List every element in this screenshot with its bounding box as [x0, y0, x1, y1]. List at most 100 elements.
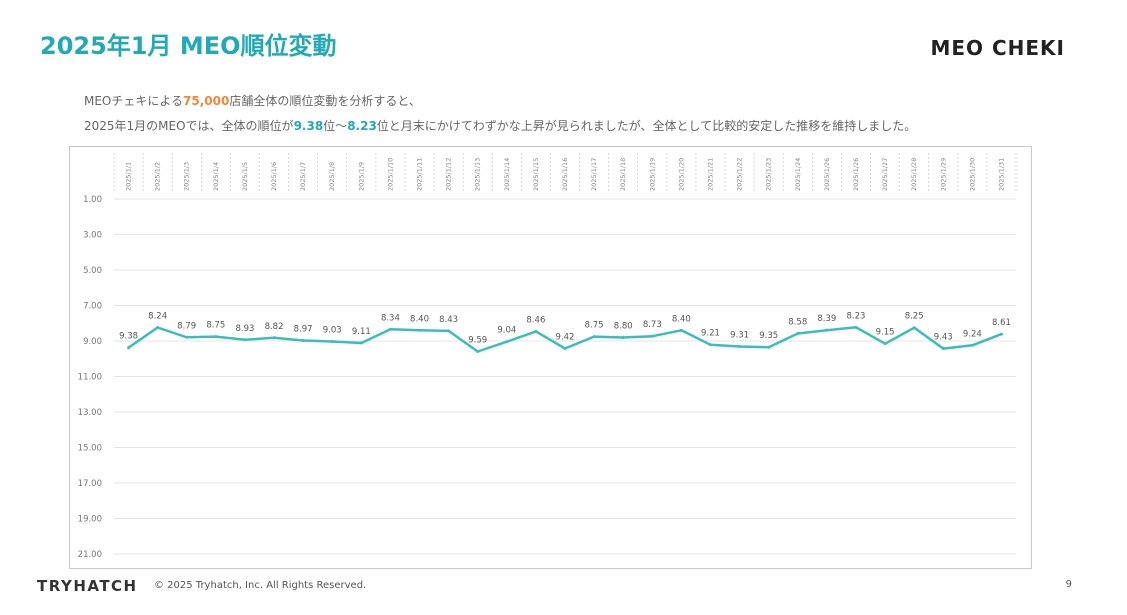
data-label: 8.97 [294, 324, 313, 334]
data-point [970, 343, 974, 347]
x-tick-label: 2025/1/12 [445, 158, 453, 191]
data-point [243, 338, 247, 342]
data-label: 9.21 [701, 329, 720, 339]
description-text: 2025年1月のMEOでは、全体の順位が [84, 119, 294, 133]
rank-high-highlight: 8.23 [347, 119, 377, 133]
x-tick-label: 2025/1/22 [736, 158, 744, 191]
data-label: 9.15 [876, 328, 895, 338]
data-label: 8.79 [177, 321, 196, 331]
x-tick-label: 2025/1/17 [590, 158, 598, 191]
data-point [447, 329, 451, 333]
data-point [388, 327, 392, 331]
x-tick-label: 2025/1/6 [270, 162, 278, 191]
x-tick-label: 2025/1/5 [241, 162, 249, 191]
data-point [156, 326, 160, 330]
y-tick-label: 9.00 [83, 337, 102, 347]
x-tick-label: 2025/1/8 [328, 162, 336, 191]
rank-line-chart: 1.00 3.00 5.00 7.00 9.00 11.00 13.00 15.00 17.00… [78, 153, 1017, 560]
data-point [476, 349, 480, 353]
data-point [418, 328, 422, 332]
data-label: 8.93 [235, 324, 254, 334]
x-tick-label: 2025/1/27 [881, 158, 889, 191]
data-label: 9.24 [963, 329, 982, 339]
data-point [854, 325, 858, 329]
rank-low-highlight: 9.38 [293, 119, 324, 133]
copyright-text: © 2025 Tryhatch, Inc. All Rights Reserve… [154, 580, 367, 591]
y-tick-label: 7.00 [83, 302, 102, 312]
data-point [738, 345, 742, 349]
data-point [621, 335, 625, 339]
x-tick-label: 2025/1/18 [619, 158, 627, 191]
y-tick-label: 19.00 [78, 515, 102, 525]
data-point [767, 345, 771, 349]
data-label: 8.40 [410, 314, 429, 324]
x-tick-label: 2025/1/30 [968, 158, 976, 191]
x-tick-label: 2025/1/19 [648, 158, 656, 191]
meo-cheki-logo: MEO CHEKI [930, 36, 1065, 60]
data-label: 8.58 [788, 318, 807, 328]
data-point [301, 338, 305, 342]
x-tick-label: 2025/1/26 [852, 158, 860, 191]
data-point [796, 332, 800, 336]
y-tick-label: 15.00 [78, 444, 102, 454]
data-label: 9.35 [759, 331, 778, 341]
data-point [272, 336, 276, 340]
data-label: 8.43 [439, 315, 458, 325]
data-label: 9.03 [323, 326, 342, 336]
data-point [592, 335, 596, 339]
data-point [650, 334, 654, 338]
y-tick-label: 13.00 [78, 408, 102, 418]
x-tick-label: 2025/1/28 [910, 158, 918, 191]
x-tick-label: 2025/1/20 [677, 158, 685, 191]
data-point [185, 335, 189, 339]
data-label: 8.39 [817, 314, 836, 324]
data-label: 8.25 [905, 312, 924, 322]
x-tick-label: 2025/1/23 [765, 158, 773, 191]
data-label: 9.38 [119, 332, 138, 342]
description-text: 位と月末にかけてわずかな上昇が見られましたが、全体として比較的安定した推移を維持… [376, 119, 917, 133]
data-point [912, 326, 916, 330]
description-line-1: MEOチェキによる75,000店舗全体の順位変動を分析すると、 [84, 92, 421, 109]
data-point [883, 342, 887, 346]
y-tick-label: 1.00 [83, 195, 102, 205]
x-tick-label: 2025/1/14 [503, 158, 511, 191]
data-point [330, 340, 334, 344]
data-label: 9.31 [730, 331, 749, 341]
page-number: 9 [1065, 579, 1072, 590]
description-text: MEOチェキによる [84, 94, 184, 108]
data-label: 8.40 [672, 314, 691, 324]
data-label: 9.43 [934, 333, 953, 343]
description-text: 店舗全体の順位変動を分析すると、 [229, 94, 421, 108]
x-tick-label: 2025/1/29 [939, 158, 947, 191]
data-label: 8.73 [643, 320, 662, 330]
data-point [708, 343, 712, 347]
x-tick-label: 2025/1/1 [125, 162, 133, 191]
x-tick-label: 2025/1/15 [532, 158, 540, 191]
data-label: 9.04 [497, 326, 516, 336]
data-point [505, 340, 509, 344]
description-line-2: 2025年1月のMEOでは、全体の順位が9.38位〜8.23位と月末にかけてわず… [84, 117, 916, 134]
data-label: 9.11 [352, 327, 371, 337]
y-tick-label: 21.00 [78, 550, 102, 560]
description-text: 位〜 [323, 119, 348, 133]
x-tick-label: 2025/1/11 [416, 158, 424, 191]
data-point [214, 335, 218, 339]
chart-frame: 1.00 3.00 5.00 7.00 9.00 11.00 13.00 15.00 17.00… [69, 146, 1032, 569]
x-tick-label: 2025/1/2 [154, 162, 162, 191]
y-tick-label: 3.00 [83, 231, 102, 241]
store-count-highlight: 75,000 [183, 94, 230, 108]
x-tick-label: 2025/1/21 [706, 158, 714, 191]
data-label: 8.23 [846, 311, 865, 321]
data-label: 8.61 [992, 318, 1011, 328]
x-tick-label: 2025/1/9 [357, 162, 365, 191]
data-point [941, 347, 945, 351]
page-title: 2025年1月 MEO順位変動 [40, 32, 337, 60]
data-point [563, 346, 567, 350]
data-label: 8.80 [614, 321, 633, 331]
x-tick-label: 2025/1/3 [183, 162, 191, 191]
data-label: 8.24 [148, 312, 167, 322]
data-point [359, 341, 363, 345]
y-tick-label: 17.00 [78, 479, 102, 489]
x-tick-label: 2025/1/7 [299, 162, 307, 191]
y-tick-label: 5.00 [83, 266, 102, 276]
